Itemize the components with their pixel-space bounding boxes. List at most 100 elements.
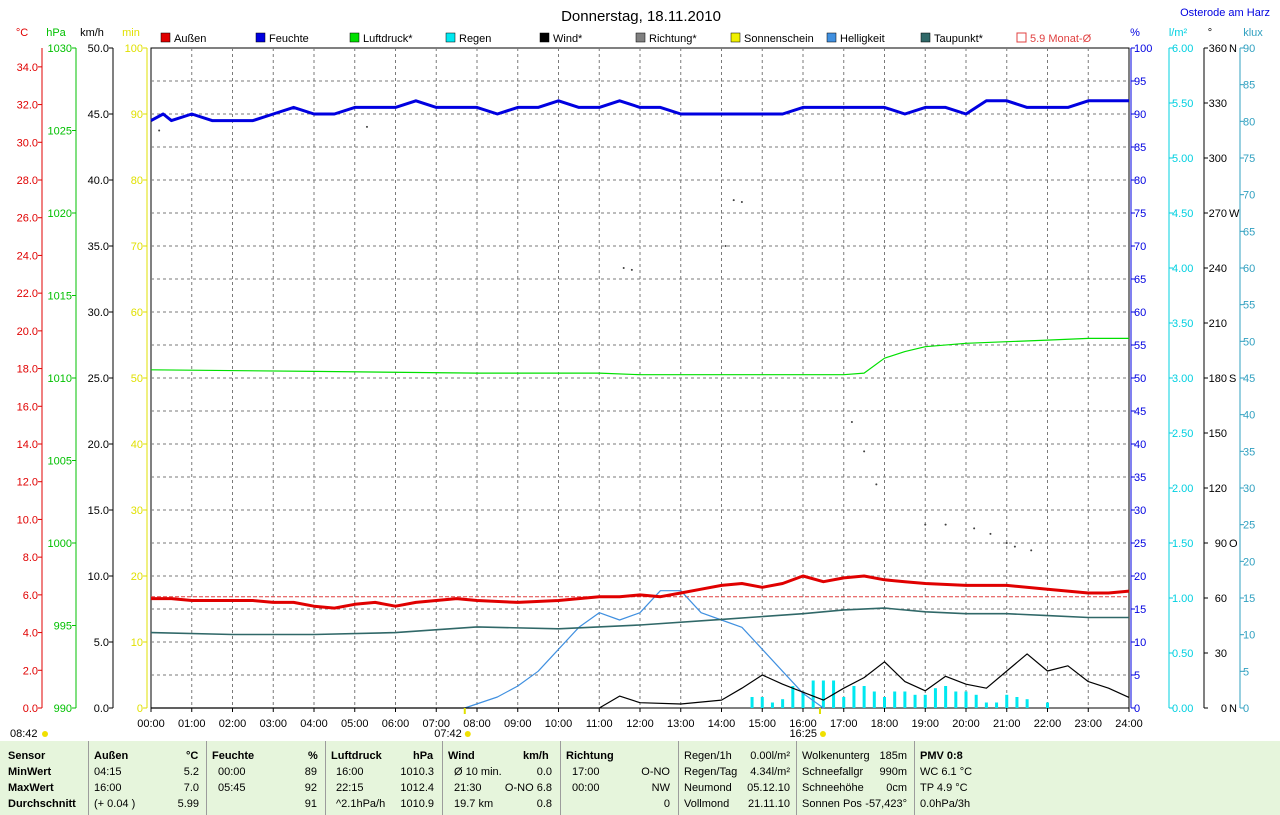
direction-point <box>740 201 743 203</box>
direction-point <box>1030 549 1033 552</box>
luftdruck-header: Luftdruck <box>331 750 382 762</box>
rain-bar <box>781 699 785 708</box>
legend-label: Regen <box>459 33 491 45</box>
stats-cell: 185m <box>879 750 907 762</box>
direction-point <box>158 129 161 132</box>
direction-axis-tick-label: 90 <box>1215 538 1227 550</box>
lux-unit-label: klux <box>1243 27 1263 39</box>
sun-axis-tick-label: 90 <box>131 109 143 121</box>
aussen-unit: °C <box>186 750 199 762</box>
x-axis-tick-label: 17:00 <box>830 718 858 730</box>
rain-bar <box>791 686 795 708</box>
stats-cell: 4.34l/m² <box>750 766 790 778</box>
x-axis-tick-label: 04:00 <box>300 718 328 730</box>
sun-unit-label: min <box>122 27 140 39</box>
sun-axis-tick-label: 0 <box>137 703 143 715</box>
stats-cell: 5.99 <box>177 798 199 810</box>
humidity-axis-tick-label: 100 <box>1134 43 1152 55</box>
sun-axis-tick-label: 70 <box>131 241 143 253</box>
stats-cell: 91 <box>304 798 317 810</box>
grid <box>151 48 1129 708</box>
stats-header-row: Sensor Außen °C Feuchte % Luftdruck hPa … <box>0 748 1280 764</box>
sunrise-time: 07:42 <box>434 728 462 740</box>
direction-unit-label: ° <box>1208 27 1212 39</box>
sun-axis-tick-label: 50 <box>131 373 143 385</box>
rain-bar <box>954 691 958 708</box>
direction-point <box>850 421 853 423</box>
pressure-unit-label: hPa <box>46 27 66 39</box>
x-axis-tick-label: 08:00 <box>463 718 491 730</box>
humidity-axis-tick-label: 30 <box>1134 505 1146 517</box>
rain-axis-tick-label: 4.00 <box>1172 263 1193 275</box>
stats-cell: PMV 0:8 <box>920 750 963 762</box>
humidity-axis-tick-label: 65 <box>1134 274 1146 286</box>
lux-axis-tick-label: 0 <box>1243 703 1249 715</box>
rain-bar <box>811 680 815 708</box>
feuchte-header: Feuchte <box>212 750 255 762</box>
legend-swatch <box>1016 32 1027 43</box>
stats-cell: 16:00 <box>336 766 364 778</box>
direction-point <box>622 267 625 269</box>
direction-axis-tick-label: 120 <box>1209 483 1227 495</box>
rain-bar <box>974 694 978 708</box>
sunset-time: 16:25 <box>789 728 817 740</box>
sun-icon <box>42 731 48 737</box>
legend-swatch <box>349 32 360 43</box>
separator <box>914 741 915 815</box>
stats-cell: 0cm <box>886 782 907 794</box>
legend-label: Richtung* <box>649 33 697 45</box>
sun-duration-label: 08:42 <box>10 728 38 740</box>
pressure-axis-tick-label: 1000 <box>48 538 72 550</box>
humidity-axis-tick-label: 45 <box>1134 406 1146 418</box>
lux-axis-tick-label: 5 <box>1243 666 1249 678</box>
pressure-axis-tick-label: 995 <box>54 621 72 633</box>
wind-axis-tick-label: 35.0 <box>88 241 109 253</box>
direction-axis-compass-letter: N <box>1229 703 1237 715</box>
humidity-axis-tick-label: 85 <box>1134 142 1146 154</box>
wind-axis-tick-label: 25.0 <box>88 373 109 385</box>
humidity-axis-tick-label: 60 <box>1134 307 1146 319</box>
direction-axis-compass-letter: S <box>1229 373 1236 385</box>
humidity-axis-tick-label: 75 <box>1134 208 1146 220</box>
rain-axis-tick-label: 0.50 <box>1172 648 1193 660</box>
legend-swatch <box>635 32 646 43</box>
humidity-axis-tick-label: 90 <box>1134 109 1146 121</box>
rain-axis-tick-label: 2.50 <box>1172 428 1193 440</box>
sensor-header: Sensor <box>8 750 46 762</box>
rain-bar <box>933 688 937 708</box>
sun-icon <box>464 731 471 737</box>
stats-extra-row: Vollmond 21.11.10 Sonnen Pos -57,423° 0.0hPa… <box>0 796 1280 812</box>
temp-axis-tick-label: 20.0 <box>17 326 38 338</box>
wind-axis-tick-label: 15.0 <box>88 505 109 517</box>
lux-axis-tick-label: 10 <box>1243 630 1255 642</box>
direction-axis-tick-label: 30 <box>1215 648 1227 660</box>
sun-icon <box>819 731 826 737</box>
lux-axis-tick-label: 40 <box>1243 410 1255 422</box>
legend-swatch <box>920 32 931 43</box>
separator <box>560 741 561 815</box>
direction-axis-tick-label: 60 <box>1215 593 1227 605</box>
stats-cell: MinWert <box>8 766 52 778</box>
rain-bar <box>750 697 754 708</box>
direction-axis-tick-label: 210 <box>1209 318 1227 330</box>
stats-cell: (+ 0.04 ) <box>94 798 136 810</box>
direction-point <box>365 125 368 128</box>
direction-point <box>1005 542 1008 544</box>
temp-axis-tick-label: 18.0 <box>17 364 38 376</box>
humidity-axis-tick-label: 5 <box>1134 670 1140 682</box>
stats-cell: 04:15 <box>94 766 122 778</box>
taupunkt-line <box>150 607 1129 636</box>
rain-bar <box>893 691 897 708</box>
x-axis-tick-label: 02:00 <box>219 718 247 730</box>
aussen-header: Außen <box>94 750 129 762</box>
rain-bar <box>944 686 948 708</box>
stats-extra-row: Regen/Tag 4.34l/m² Schneefallgr 990m WC 6.1 … <box>0 764 1280 780</box>
rain-axis-tick-label: 2.00 <box>1172 483 1193 495</box>
stats-cell: 1010.3 <box>400 766 434 778</box>
rain-bar <box>903 691 907 708</box>
stats-cell: 0 <box>663 798 670 810</box>
lux-axis-tick-label: 65 <box>1243 226 1255 238</box>
humidity-axis-tick-label: 70 <box>1134 241 1146 253</box>
stats-cell: Wolkenunterg <box>802 750 870 762</box>
stats-cell: 00:00 <box>572 782 600 794</box>
